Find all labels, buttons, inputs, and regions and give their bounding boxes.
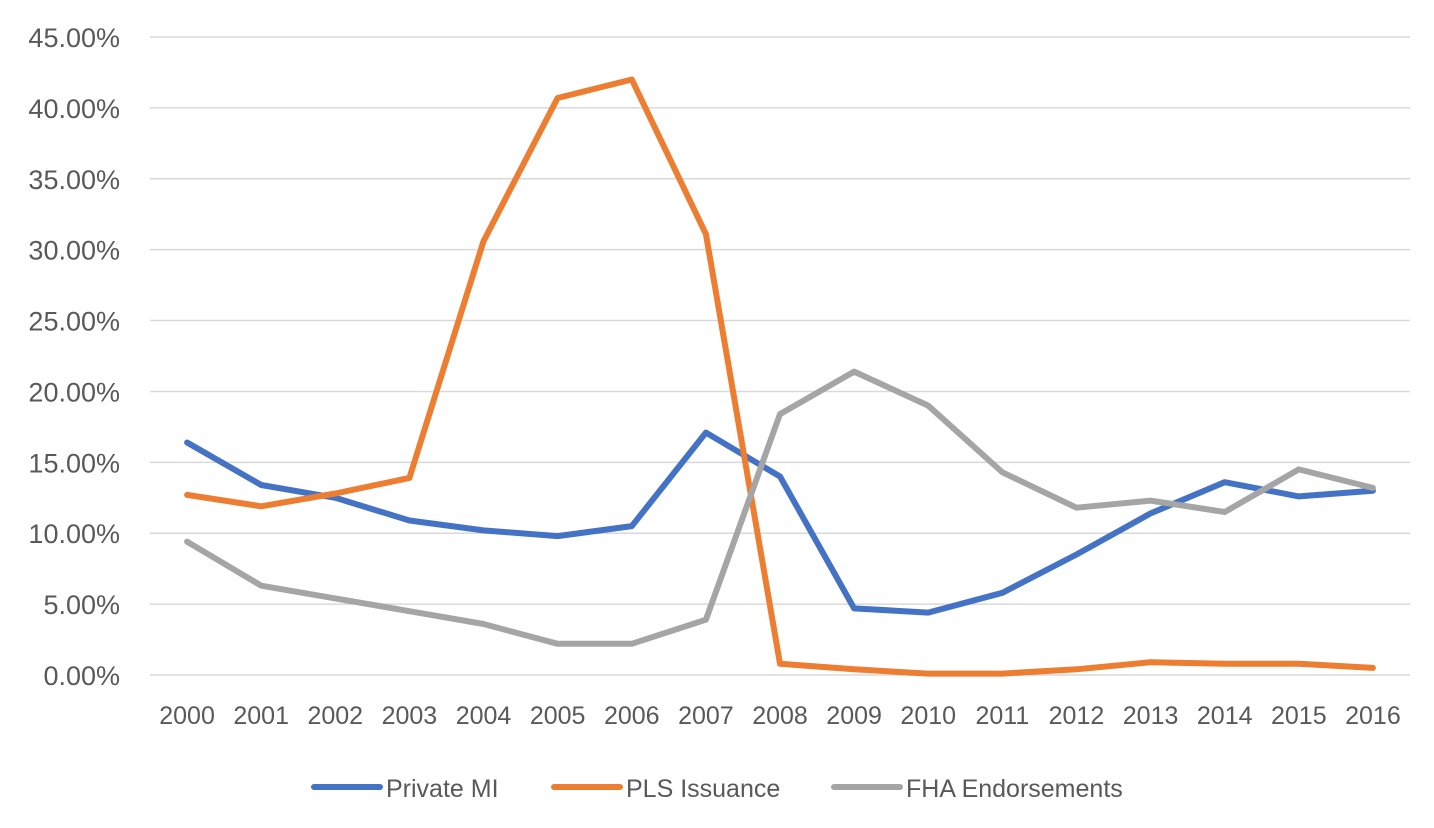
y-tick-label: 20.00%: [28, 377, 120, 407]
y-tick-label: 10.00%: [28, 519, 120, 549]
y-tick-label: 5.00%: [43, 590, 120, 620]
gridlines: [150, 36, 1410, 676]
x-tick-label: 2012: [1049, 702, 1105, 730]
y-tick-label: 0.00%: [43, 661, 120, 691]
series-line-fha-endorsements: [184, 368, 1376, 647]
y-tick-label: 30.00%: [28, 236, 120, 266]
x-tick-label: 2014: [1197, 702, 1253, 730]
x-tick-label: 2016: [1345, 702, 1401, 730]
x-tick-label: 2010: [900, 702, 956, 730]
x-tick-label: 2006: [604, 702, 660, 730]
y-tick-label: 45.00%: [28, 23, 120, 53]
legend: Private MI PLS Issuance FHA Endorsements: [311, 775, 1123, 803]
series-lines: [184, 76, 1376, 677]
x-tick-label: 2001: [233, 702, 289, 730]
x-tick-label: 2007: [678, 702, 734, 730]
y-tick-label: 35.00%: [28, 165, 120, 195]
legend-label: PLS Issuance: [626, 775, 780, 803]
y-tick-label: 25.00%: [28, 307, 120, 337]
x-axis-ticks: 2000 2001 2002 2003 2004 2005 2006 2007 2008 2009…: [159, 702, 1401, 730]
legend-label: Private MI: [386, 775, 499, 803]
x-tick-label: 2009: [826, 702, 882, 730]
x-tick-label: 2002: [307, 702, 363, 730]
y-tick-label: 15.00%: [28, 448, 120, 478]
series-line-private-mi: [184, 429, 1376, 616]
legend-label: FHA Endorsements: [906, 775, 1123, 803]
y-axis-ticks: 0.00% 5.00% 10.00% 15.00% 20.00% 25.00% 30.00%…: [28, 23, 120, 691]
x-tick-label: 2005: [530, 702, 586, 730]
y-tick-label: 40.00%: [28, 94, 120, 124]
x-tick-label: 2008: [752, 702, 808, 730]
x-tick-label: 2000: [159, 702, 215, 730]
x-tick-label: 2015: [1271, 702, 1327, 730]
x-tick-label: 2003: [382, 702, 438, 730]
x-tick-label: 2011: [975, 702, 1029, 730]
series-line-pls-issuance: [184, 76, 1376, 677]
x-tick-label: 2004: [456, 702, 512, 730]
x-tick-label: 2013: [1123, 702, 1179, 730]
